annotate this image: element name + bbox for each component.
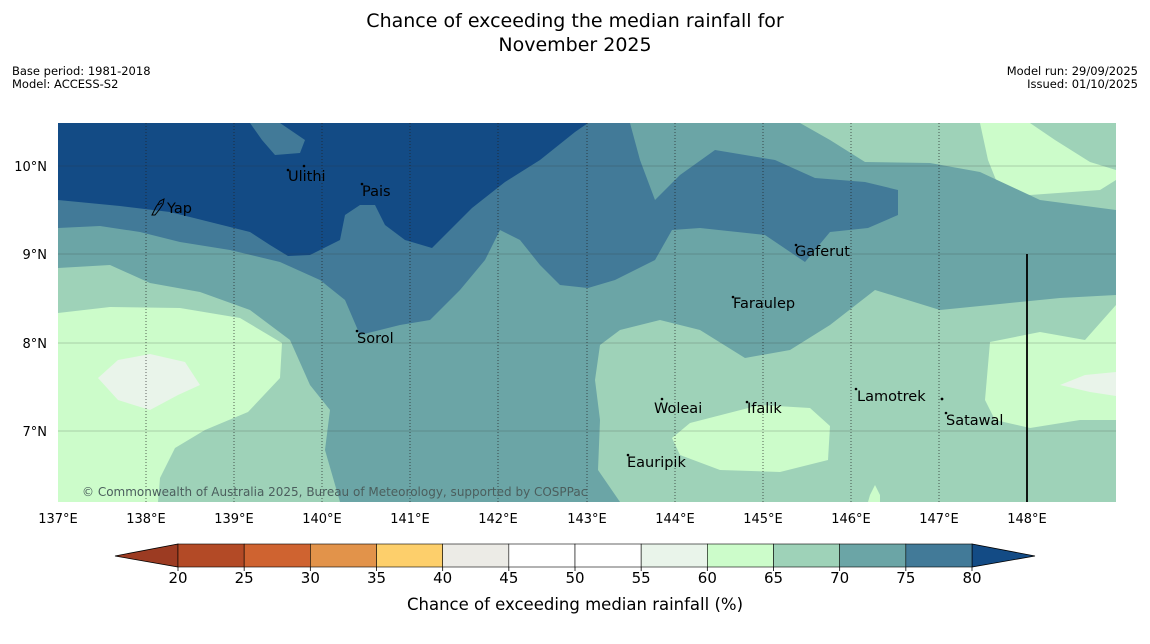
lon-label-146e: 146°E	[831, 512, 871, 527]
place-faraulep: Faraulep	[733, 296, 795, 312]
place-satawal: Satawal	[946, 413, 1003, 429]
ifalik-dot	[745, 400, 749, 404]
colorbar-segment	[177, 543, 245, 568]
meta-right: Model run: 29/09/2025 Issued: 01/10/2025	[1007, 65, 1138, 91]
colorbar-tick-label: 45	[499, 569, 518, 587]
lon-label-137e: 137°E	[38, 512, 78, 527]
yap-island-shape	[151, 198, 165, 216]
meta-left: Base period: 1981-2018 Model: ACCESS-S2	[12, 65, 151, 91]
place-ulithi: Ulithi	[288, 169, 326, 185]
colorbar-tick-label: 65	[764, 569, 783, 587]
lat-label-8n: 8°N	[23, 337, 48, 352]
colorbar-tick-label: 75	[896, 569, 915, 587]
lat-labels: 10°N 9°N 8°N 7°N	[14, 160, 47, 440]
ulithi-dot	[286, 168, 290, 172]
colorbar-segment	[376, 543, 443, 568]
place-eauripik: Eauripik	[627, 455, 686, 471]
copyright-notice: © Commonwealth of Australia 2025, Bureau…	[82, 485, 587, 499]
band-55-60-west	[98, 354, 200, 410]
eauripik-dot	[626, 453, 630, 457]
lon-label-147e: 147°E	[919, 512, 959, 527]
model-run: Model run: 29/09/2025	[1006, 64, 1138, 78]
lon-label-148e: 148°E	[1007, 512, 1047, 527]
colorbar-segment	[574, 543, 642, 568]
colorbar-tick-label: 40	[433, 569, 452, 587]
colorbar-segment	[773, 543, 840, 568]
place-gaferut: Gaferut	[795, 244, 850, 260]
colorbar-segment	[905, 543, 973, 568]
issued-date: Issued: 01/10/2025	[1027, 77, 1138, 91]
place-lamotrek: Lamotrek	[857, 389, 926, 405]
band-60-65-northeast	[980, 123, 1116, 195]
colorbar-label: Chance of exceeding median rainfall (%)	[407, 595, 743, 614]
map-title-line1: Chance of exceeding the median rainfall …	[366, 10, 784, 32]
lon-label-142e: 142°E	[478, 512, 518, 527]
colorbar-ticks: 20 25 30 35 40 45 50 55 60 65 70 75 80	[168, 567, 982, 587]
colorbar-segments	[177, 543, 973, 568]
place-pais: Pais	[362, 184, 391, 200]
map-title-line2: November 2025	[498, 34, 652, 56]
lon-label-144e: 144°E	[655, 512, 695, 527]
lat-label-7n: 7°N	[23, 425, 48, 440]
lon-label-138e: 138°E	[126, 512, 166, 527]
lon-label-145e: 145°E	[743, 512, 783, 527]
lon-label-141e: 141°E	[390, 512, 430, 527]
contour-map: Yap Ulithi Pais Gaferut Faraulep Sorol W…	[58, 123, 1116, 502]
island-markers	[151, 164, 948, 457]
model-name: Model: ACCESS-S2	[12, 77, 119, 91]
colorbar-segment	[508, 543, 576, 568]
band-60-65-east	[985, 305, 1116, 428]
colorbar-segment	[442, 543, 510, 568]
colorbar-tick-label: 25	[235, 569, 254, 587]
lat-label-9n: 9°N	[23, 248, 48, 263]
colorbar-segment	[243, 543, 311, 568]
base-period: Base period: 1981-2018	[12, 64, 151, 78]
band-55-60-east	[1060, 372, 1116, 396]
lamotrek-east-dot	[940, 397, 944, 401]
ulithi-dot-2	[302, 164, 306, 168]
band-60-65-south	[868, 485, 880, 502]
place-sorol: Sorol	[357, 331, 394, 347]
place-yap: Yap	[166, 201, 192, 217]
colorbar-tick-label: 30	[301, 569, 320, 587]
colorbar-segment	[839, 543, 907, 568]
lamotrek-dot	[854, 387, 858, 391]
band-60-65-ifalik	[672, 405, 830, 472]
colorbar-under-arrow	[114, 543, 179, 568]
pais-dot	[360, 182, 364, 186]
lon-label-139e: 139°E	[214, 512, 254, 527]
lon-label-140e: 140°E	[302, 512, 342, 527]
colorbar-segment	[310, 543, 377, 568]
band-60-65-west	[58, 307, 282, 502]
gaferut-dot	[794, 243, 798, 247]
colorbar-tick-label: 70	[830, 569, 849, 587]
place-woleai: Woleai	[654, 401, 702, 417]
lon-label-143e: 143°E	[567, 512, 607, 527]
band-over-80	[58, 123, 588, 256]
colorbar-tick-label: 50	[565, 569, 584, 587]
faraulep-dot	[731, 295, 735, 299]
yap-island-detail	[157, 202, 163, 206]
satawal-dot	[944, 411, 948, 415]
colorbar-tick-label: 20	[168, 569, 187, 587]
colorbar-tick-label: 35	[367, 569, 386, 587]
colorbar-tick-label: 60	[698, 569, 717, 587]
lon-labels: 137°E 138°E 139°E 140°E 141°E 142°E 143°…	[38, 512, 1047, 527]
colorbar-segment	[707, 543, 774, 568]
gridlines	[58, 123, 1116, 502]
colorbar: 20 25 30 35 40 45 50 55 60 65 70 75 80 Chance of exc…	[114, 543, 1036, 614]
colorbar-tick-label: 80	[962, 569, 981, 587]
colorbar-over-arrow	[971, 543, 1036, 568]
place-ifalik: Ifalik	[747, 401, 782, 417]
colorbar-tick-label: 55	[632, 569, 651, 587]
sorol-dot	[355, 329, 359, 333]
band-75-80-notch	[250, 123, 305, 155]
woleai-dot	[660, 397, 664, 401]
lat-label-10n: 10°N	[14, 160, 47, 175]
colorbar-segment	[640, 543, 708, 568]
